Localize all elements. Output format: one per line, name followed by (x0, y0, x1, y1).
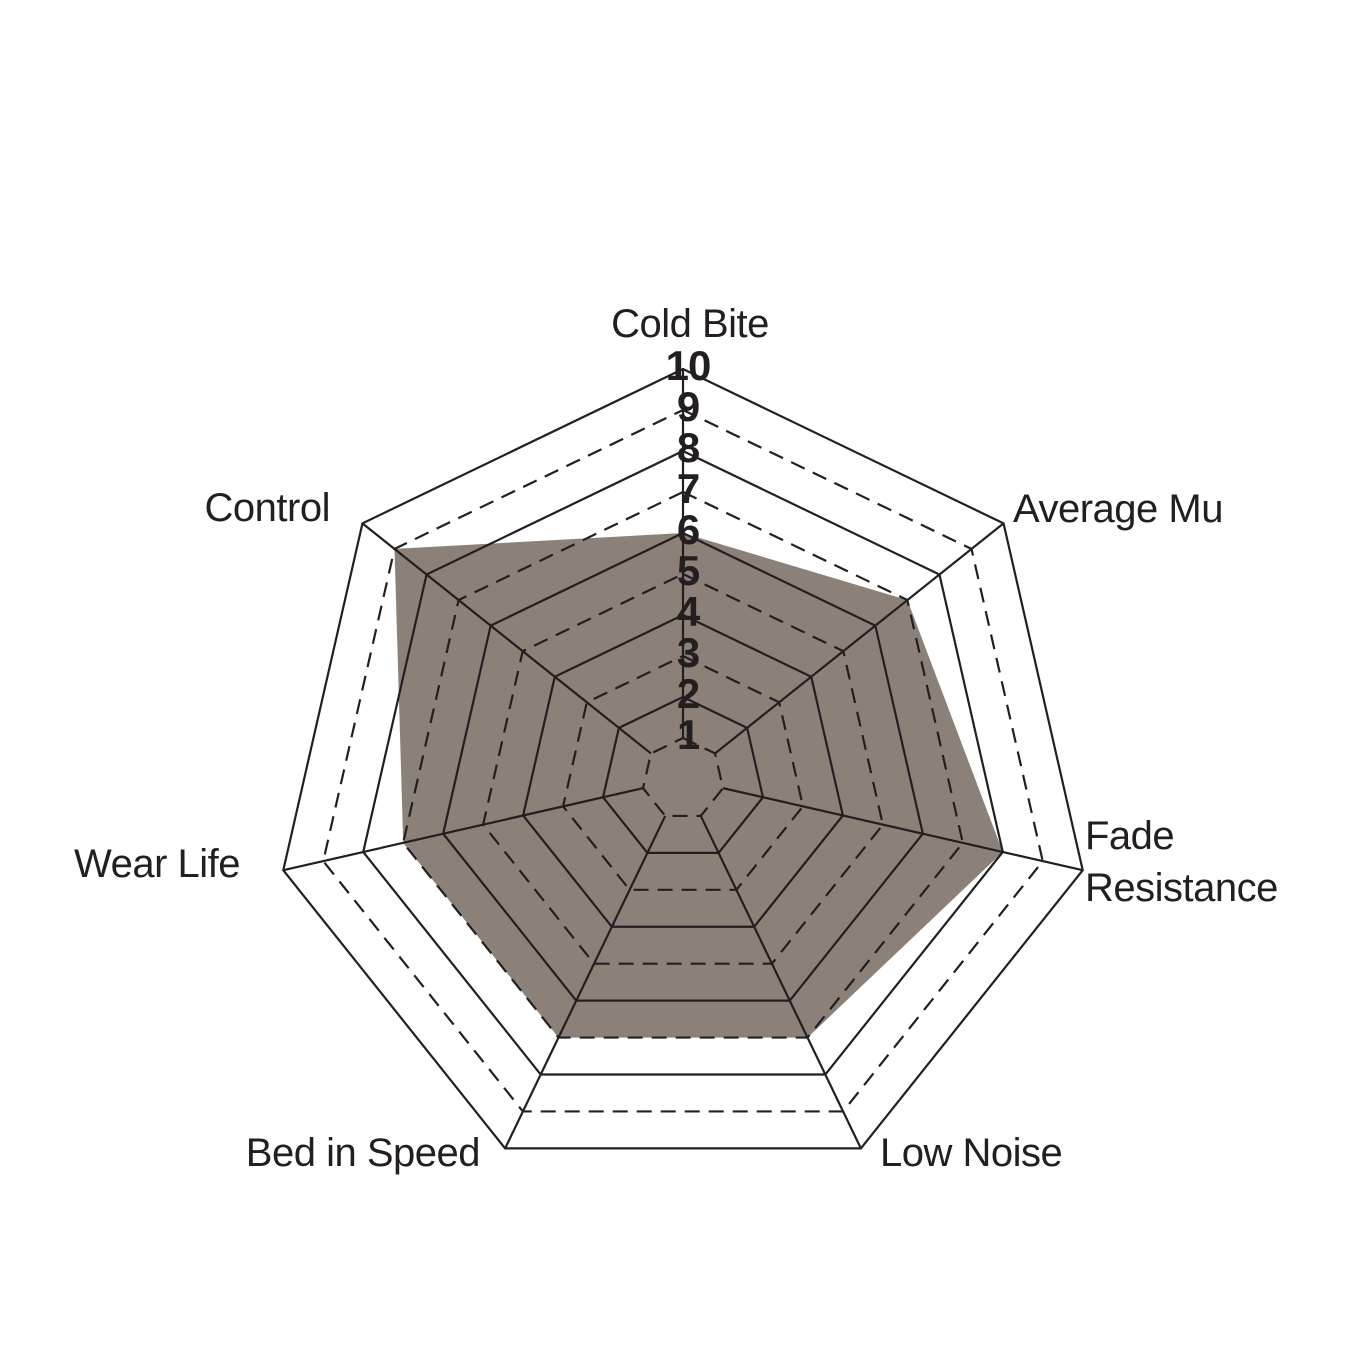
radar-ring-9 (322, 408, 1044, 1113)
radar-ring-6 (441, 531, 925, 1002)
radar-ring-4 (521, 613, 845, 928)
radar-tick-label-4: 4 (677, 588, 701, 635)
radar-data-polygon (394, 533, 1003, 1038)
radar-tick-label-9: 9 (677, 383, 699, 430)
radar-tick-label-8: 8 (677, 424, 700, 471)
radar-tick-label-3: 3 (677, 629, 699, 676)
radar-ring-1 (641, 736, 725, 818)
axis-label-control: Control (205, 486, 330, 530)
axis-label-low-noise: Low Noise (880, 1131, 1062, 1175)
radar-spoke-average-mu (714, 522, 1005, 755)
radar-spoke-fade-resistance (722, 787, 1083, 872)
radar-spoke-bed-in-speed (504, 815, 667, 1149)
radar-ring-3 (561, 654, 805, 891)
radar-tick-label-2: 2 (677, 670, 699, 717)
radar-tick-label-1: 1 (677, 711, 700, 758)
axis-label-fade-resistance-line2: Resistance (1085, 866, 1278, 910)
axis-label-average-mu: Average Mu (1013, 487, 1223, 531)
radar-ring-7 (402, 490, 964, 1039)
radar-tick-label-5: 5 (677, 547, 700, 594)
axis-label-wear-life: Wear Life (74, 842, 240, 886)
radar-tick-label-10: 10 (666, 342, 711, 389)
axis-label-bed-in-speed: Bed in Speed (246, 1131, 480, 1175)
radar-spoke-wear-life (283, 787, 644, 872)
radar-ring-8 (362, 449, 1004, 1076)
radar-spoke-control (361, 522, 652, 755)
axis-label-cold-bite: Cold Bite (611, 302, 769, 346)
axis-label-fade-resistance-line1: Fade (1085, 814, 1174, 858)
radar-tick-label-7: 7 (677, 465, 699, 512)
radar-ring-2 (601, 695, 765, 854)
radar-tick-label-6: 6 (677, 506, 699, 553)
radar-spoke-low-noise (699, 815, 862, 1149)
radar-ring-5 (481, 572, 885, 965)
radar-ring-10 (282, 367, 1084, 1150)
